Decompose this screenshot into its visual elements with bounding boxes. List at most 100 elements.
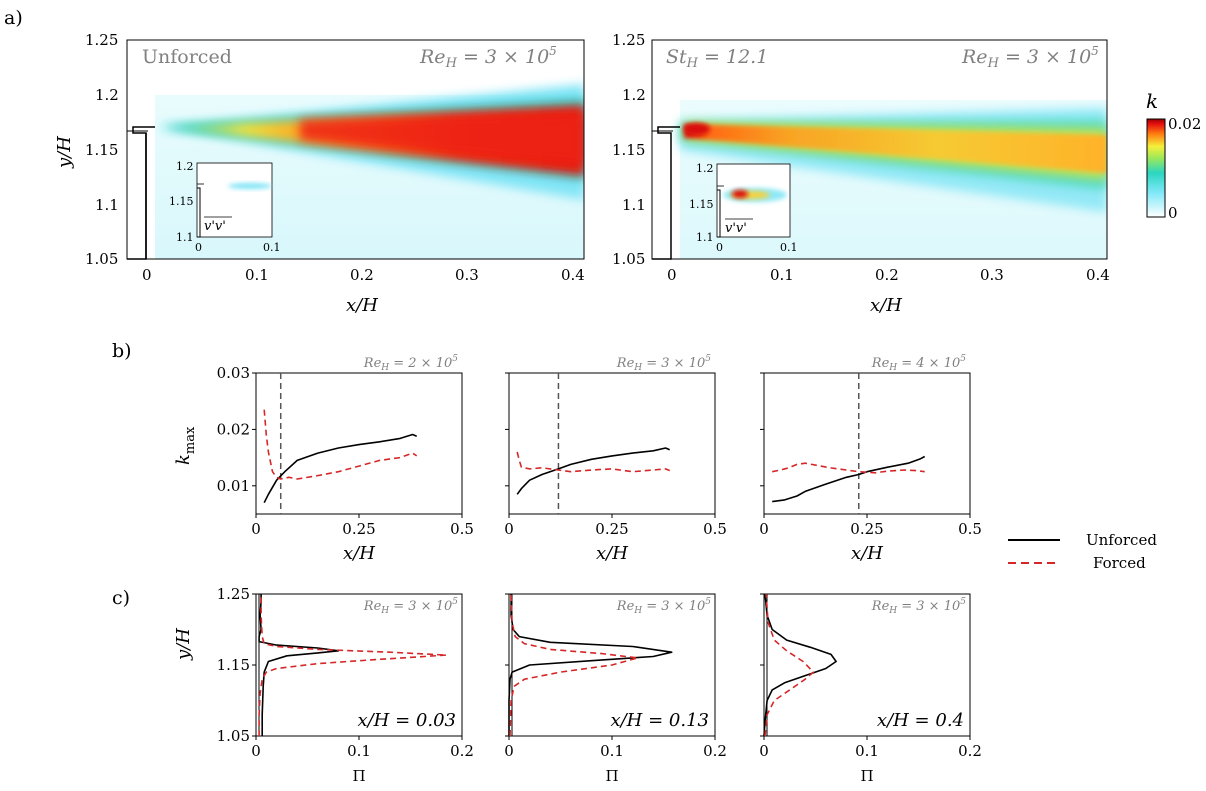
x-axis-label: Π	[860, 767, 873, 785]
a-right-ytick: 1.1	[622, 196, 646, 214]
plot-b3: 0 0.25 0.5 x/H ReH = 4 × 105	[759, 354, 982, 564]
a-right-ytick: 1.15	[612, 141, 645, 159]
series-forced	[764, 593, 815, 737]
series-forced	[258, 594, 448, 736]
plot-frame	[255, 372, 463, 515]
series-forced	[509, 593, 639, 737]
inset-right-ytick-1: 1.2	[696, 162, 714, 175]
a-right-xtick: 0.2	[875, 266, 899, 284]
series-forced	[516, 451, 671, 473]
inset-left-ytick-2: 1.15	[169, 195, 194, 208]
x-tick-label: 0	[759, 742, 769, 760]
heatmap-field-left	[155, 84, 584, 259]
colorbar-label: k	[1146, 89, 1158, 113]
a-right-yticks: 1.25 1.2 1.15 1.1 1.05	[612, 31, 646, 268]
inset-left: 1.2 1.15 1.1 0 0.1 v'v'	[169, 160, 281, 254]
a-left-ytick: 1.1	[95, 196, 119, 214]
y-tick-label: 1.15	[217, 656, 250, 674]
a-left-xtick: 0	[142, 266, 152, 284]
plot-frame	[508, 372, 716, 515]
x-axis-label: Π	[352, 767, 365, 785]
a-left-ylabel: y/H	[54, 136, 75, 169]
plot-b2: 0 0.25 0.5 x/H ReH = 3 × 105	[504, 354, 727, 564]
colorbar-min: 0	[1168, 204, 1178, 222]
x-axis-label: x/H	[343, 543, 375, 564]
position-label: x/H = 0.4	[877, 710, 964, 731]
panel-label-a: a)	[4, 7, 23, 29]
inset-left-xtick-1: 0	[195, 241, 202, 254]
plot-annotation: ReH = 3 × 105	[616, 354, 711, 373]
legend: Unforced Forced	[1008, 531, 1157, 572]
series-unforced	[263, 433, 418, 504]
a-right-ytick: 1.05	[612, 250, 645, 268]
inset-left-ytick-3: 1.1	[176, 231, 194, 244]
a-right-xtick: 0	[667, 266, 677, 284]
inset-right-label: v'v'	[725, 221, 747, 236]
y-tick-label: 0.03	[217, 364, 250, 382]
plot-annotation: ReH = 4 × 105	[871, 354, 966, 373]
a-left-yticks: 1.25 1.2 1.15 1.1 1.05	[85, 31, 119, 268]
a-right-xlabel: x/H	[870, 295, 902, 316]
plot-c1: 0 0.1 0.2 1.05 1.15 1.25 Π ReH = 3 × 105 x/H = 0…	[217, 585, 474, 785]
position-label: x/H = 0.03	[357, 710, 456, 731]
inset-right-ytick-3: 1.1	[696, 231, 714, 244]
a-right-corner-label: StH = 12.1	[666, 46, 768, 71]
heatmap-a-right: 1.2 1.15 1.1 0 0.1 v'v' StH = 12.1 ReH =…	[612, 31, 1110, 316]
a-left-xtick: 0.1	[245, 266, 269, 284]
a-left-xticks: 0 0.1 0.2 0.3 0.4	[142, 266, 585, 284]
a-right-ytick: 1.25	[612, 31, 645, 49]
x-tick-label: 0.1	[600, 742, 624, 760]
x-tick-label: 0.1	[347, 742, 371, 760]
x-tick-label: 0.5	[450, 520, 474, 538]
plot-annotation: ReH = 3 × 105	[871, 597, 966, 616]
a-left-ytick: 1.05	[85, 250, 118, 268]
inset-right: 1.2 1.15 1.1 0 0.1 v'v'	[689, 162, 798, 254]
plot-c2: 0 0.1 0.2 Π ReH = 3 × 105 x/H = 0.13	[504, 593, 727, 785]
x-axis-label: Π	[605, 767, 618, 785]
a-right-xtick: 0.4	[1086, 266, 1110, 284]
x-tick-label: 0.5	[703, 520, 727, 538]
line-plots: 0 0.25 0.5 0.01 0.02 0.03 x/H ReH = 2 × 105 0 0.2…	[217, 354, 982, 785]
x-tick-label: 0.2	[450, 742, 474, 760]
inset-right-ytick-2: 1.15	[689, 198, 714, 211]
x-tick-label: 0.1	[855, 742, 879, 760]
plot-b1: 0 0.25 0.5 0.01 0.02 0.03 x/H ReH = 2 × 105	[217, 354, 474, 564]
inset-right-xtick-2: 0.1	[780, 241, 798, 254]
a-right-ytick: 1.2	[622, 86, 646, 104]
inset-left-xtick-2: 0.1	[263, 241, 281, 254]
inset-left-label: v'v'	[204, 219, 226, 234]
x-tick-label: 0.5	[958, 520, 982, 538]
inset-right-xtick-1: 0	[716, 241, 723, 254]
plot-annotation: ReH = 3 × 105	[363, 597, 458, 616]
series-unforced	[516, 447, 671, 495]
x-tick-label: 0.25	[342, 520, 375, 538]
a-left-xlabel: x/H	[346, 295, 378, 316]
a-right-annotation: ReH = 3 × 105	[961, 44, 1099, 71]
a-left-ytick: 1.15	[85, 141, 118, 159]
colorbar-max: 0.02	[1168, 115, 1201, 133]
a-right-xticks: 0 0.1 0.2 0.3 0.4	[667, 266, 1110, 284]
series-unforced	[258, 594, 340, 736]
series-unforced	[772, 455, 926, 503]
series-unforced	[763, 593, 837, 737]
plot-annotation: ReH = 3 × 105	[616, 597, 711, 616]
x-tick-label: 0	[504, 520, 514, 538]
legend-forced-label: Forced	[1093, 554, 1146, 572]
a-left-ytick: 1.25	[85, 31, 118, 49]
plot-c3: 0 0.1 0.2 Π ReH = 3 × 105 x/H = 0.4	[759, 593, 982, 785]
series-forced	[263, 409, 418, 480]
a-left-xtick: 0.3	[455, 266, 479, 284]
a-right-xtick: 0.1	[770, 266, 794, 284]
c1-ylabel: y/H	[173, 628, 194, 661]
y-tick-label: 1.25	[217, 585, 250, 603]
a-right-xtick: 0.3	[980, 266, 1004, 284]
inset-left-ytick-1: 1.2	[176, 160, 194, 173]
y-tick-label: 0.01	[217, 477, 250, 495]
panel-label-c: c)	[112, 587, 130, 609]
y-tick-label: 1.05	[217, 727, 250, 745]
x-axis-label: x/H	[596, 543, 628, 564]
x-axis-label: x/H	[851, 543, 883, 564]
a-left-ytick: 1.2	[95, 86, 119, 104]
b-ylabel: kmax	[173, 426, 198, 465]
